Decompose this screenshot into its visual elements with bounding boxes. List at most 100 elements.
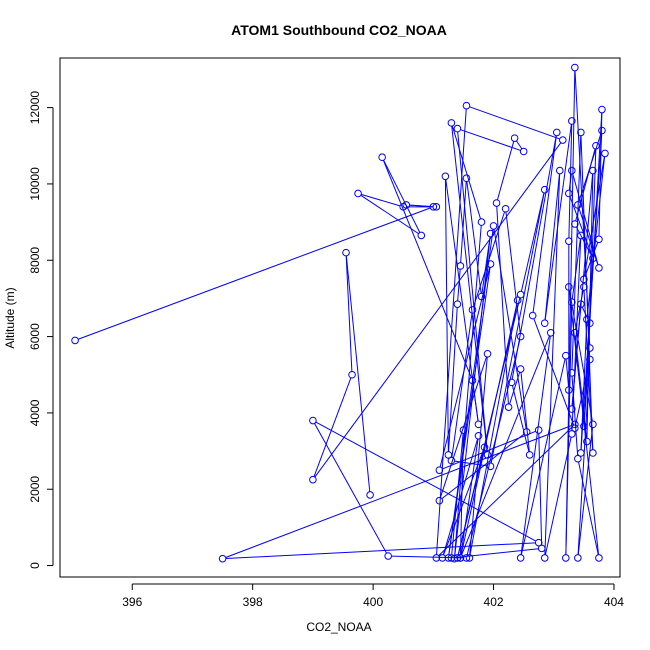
data-point [592,141,600,150]
data-point [477,292,486,301]
plot-frame [59,57,621,578]
data-point [595,554,603,562]
data-point [483,451,492,459]
data-point [589,254,597,263]
y-axis: 0 2000 4000 6000 8000 10000 12000 [28,91,54,569]
data-point [432,554,441,562]
data-point [598,126,606,135]
data-point [562,351,570,360]
series-segment [571,238,581,300]
series-segment [581,306,589,321]
series-segment [77,207,431,340]
data-point [586,344,594,352]
data-point [477,218,486,226]
data-point [462,554,471,562]
y-tick-label: 0 [28,562,42,569]
data-point [474,432,483,440]
series-segment [544,173,561,555]
series-segment [451,313,473,458]
series-segment [460,181,467,263]
data-point [519,147,528,156]
data-point [453,300,462,308]
data-point [558,136,567,144]
data-point [474,420,483,429]
series-segment [538,433,543,546]
series-segment [584,242,599,277]
data-point [577,231,585,240]
data-point [540,554,549,562]
series-segment [438,426,573,556]
data-point [504,403,513,411]
data-point [417,231,426,240]
series-segment [586,156,606,317]
series-segment [568,124,573,238]
series-segment [451,125,482,220]
data-point [537,544,546,553]
data-point [552,128,561,137]
y-tick-label: 10000 [28,167,42,201]
data-point [354,189,362,198]
data-point [568,405,576,413]
data-point [486,229,495,238]
series-segment [586,173,594,439]
data-point [378,153,386,162]
data-point [432,203,441,211]
data-point [486,462,495,471]
data-point [399,203,408,211]
x-tick-label: 396 [122,595,142,609]
data-point [444,451,453,459]
series-segment [583,351,591,424]
data-point [568,117,576,125]
data-point [565,237,573,245]
x-axis: 396 398 400 402 404 [122,583,624,609]
series-segment [496,141,515,200]
series-segment [571,376,579,456]
series-segment [544,173,560,320]
series-segment [578,461,599,555]
data-point [522,428,531,436]
data-point [525,451,534,459]
data-point [468,306,477,314]
data-point [480,443,489,452]
data-point [534,426,543,434]
data-point [555,166,564,175]
x-tick-label: 398 [243,595,263,609]
data-point [574,554,582,562]
series-segment [444,179,449,452]
series-segment [565,358,570,387]
series-segment [516,140,523,150]
x-tick-label: 402 [484,595,504,609]
data-point [571,328,579,337]
x-tick-label: 400 [363,595,383,609]
series-segment [583,156,605,277]
data-point [447,554,456,562]
data-point [565,189,573,198]
series-segment [345,255,353,372]
data-point [571,424,579,432]
data-point [438,554,447,562]
data-point [492,199,501,207]
data-point [540,185,549,194]
series-segment [361,193,401,207]
series-segment [457,131,488,452]
series-segment [466,339,521,555]
data-point [516,290,525,299]
data-point [595,264,603,272]
data-point [568,430,576,438]
data-point [453,554,462,562]
data-point [589,420,597,429]
y-axis-label: Altitude (m) [3,287,17,348]
series-segment [493,229,527,429]
data-point [577,449,585,457]
series-segment [532,135,557,313]
series-segment [544,124,572,321]
series-segment [460,129,521,151]
data-point [309,416,317,425]
data-point [577,128,585,137]
data-point [456,554,465,562]
data-point [462,174,471,183]
data-point [468,376,477,385]
data-point [441,172,450,181]
y-tick-label: 8000 [28,247,42,274]
series-segment [382,160,472,378]
